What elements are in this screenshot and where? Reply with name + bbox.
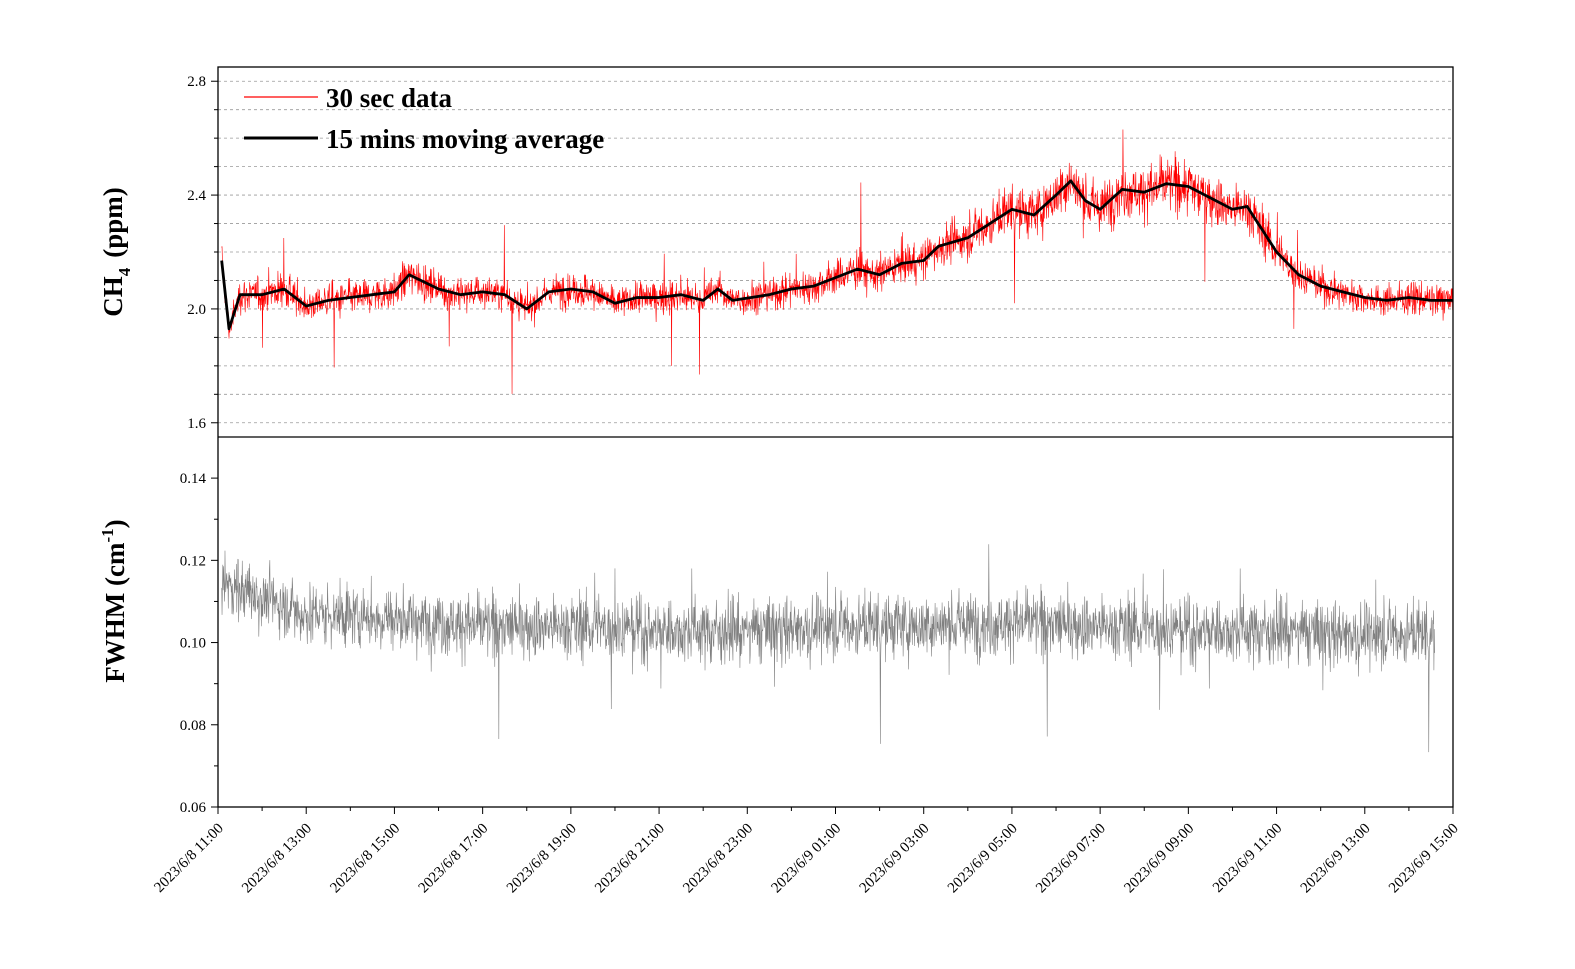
top-y-axis-title-unit: (ppm): [98, 187, 128, 258]
series-30sec-line: [221, 129, 1454, 394]
bottom-y-axis-title-sup: -1: [98, 528, 117, 542]
top-y-tick-label: 2.8: [187, 74, 206, 90]
bottom-y-axis-title-close: ): [100, 519, 130, 528]
bottom-series-fwhm: [221, 544, 1435, 753]
axis-ticks: [211, 80, 1454, 814]
x-tick-label: 2023/6/8 13:00: [239, 821, 315, 897]
x-tick-label: 2023/6/8 17:00: [416, 821, 492, 897]
x-tick-labels: 2023/6/8 11:00 2023/6/8 13:00 2023/6/8 15:…: [151, 821, 1461, 897]
x-tick-label: 2023/6/9 15:00: [1386, 821, 1462, 897]
bottom-y-tick-labels: 0.06 0.08 0.10 0.12 0.14: [180, 471, 207, 816]
top-y-tick-label: 2.4: [187, 188, 206, 204]
series-moving-average-line: [220, 179, 1453, 331]
top-y-tick-label: 1.6: [187, 416, 206, 432]
x-tick-label: 2023/6/9 03:00: [857, 821, 933, 897]
top-series-moving-average: [220, 179, 1453, 331]
bottom-y-tick-label: 0.10: [180, 636, 206, 652]
legend-label-30sec: 30 sec data: [326, 83, 452, 113]
top-y-tick-labels: 1.6 2.0 2.4 2.8: [187, 74, 206, 432]
top-y-axis-title: CH4 (ppm): [98, 187, 134, 317]
bottom-y-axis-title: FWHM (cm-1): [98, 519, 130, 682]
top-y-tick-label: 2.0: [187, 302, 206, 318]
bottom-y-tick-label: 0.08: [180, 718, 206, 734]
x-tick-label: 2023/6/8 21:00: [592, 821, 668, 897]
top-y-axis-title-sub: 4: [115, 267, 134, 276]
bottom-y-tick-label: 0.06: [180, 800, 207, 816]
legend-label-moving-average: 15 mins moving average: [326, 124, 604, 154]
x-tick-label: 2023/6/8 19:00: [504, 821, 580, 897]
series-fwhm-line: [221, 544, 1435, 753]
bottom-y-tick-label: 0.12: [180, 553, 206, 569]
x-tick-label: 2023/6/9 11:00: [1210, 821, 1285, 896]
x-tick-label: 2023/6/9 09:00: [1121, 821, 1197, 897]
x-tick-label: 2023/6/9 01:00: [768, 821, 844, 897]
x-tick-label: 2023/6/9 07:00: [1033, 821, 1109, 897]
legend: 30 sec data 15 mins moving average: [244, 83, 604, 154]
x-tick-label: 2023/6/9 13:00: [1298, 821, 1374, 897]
bottom-y-axis-title-main: FWHM (cm: [100, 542, 130, 683]
top-series-30sec: [221, 129, 1454, 394]
bottom-y-tick-label: 0.14: [180, 471, 207, 487]
x-tick-label: 2023/6/9 05:00: [945, 821, 1021, 897]
x-tick-label: 2023/6/8 11:00: [151, 821, 226, 896]
top-y-axis-title-main: CH: [98, 276, 128, 317]
x-tick-label: 2023/6/8 23:00: [680, 821, 756, 897]
x-tick-label: 2023/6/8 15:00: [327, 821, 403, 897]
